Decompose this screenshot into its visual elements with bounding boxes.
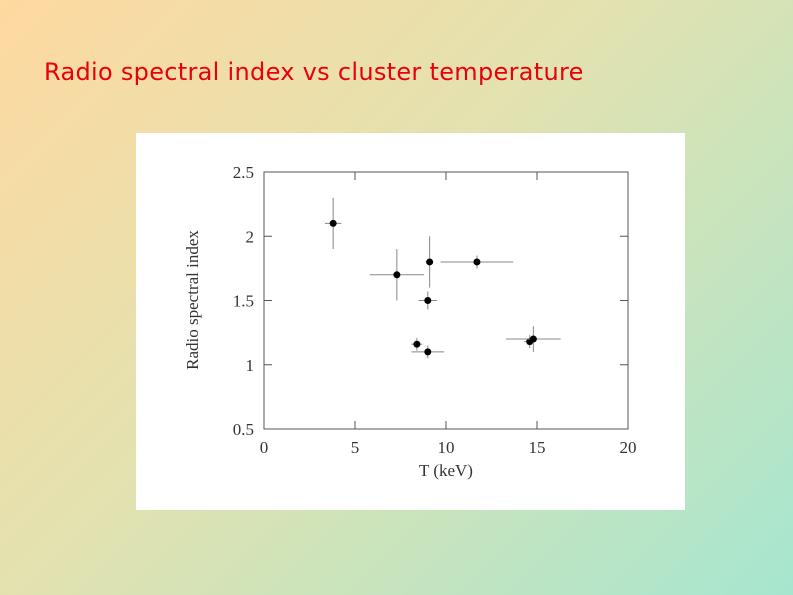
x-axis-label: T (keV): [419, 461, 473, 480]
slide-title: Radio spectral index vs cluster temperat…: [44, 58, 584, 86]
y-tick-label: 1.5: [233, 292, 254, 311]
x-tick-label: 5: [351, 438, 360, 457]
data-point: [424, 348, 432, 356]
data-point: [426, 258, 434, 266]
x-tick-label: 15: [529, 438, 546, 457]
chart: T (keV) Radio spectral index 0 5 10 15 20 0.5…: [136, 133, 685, 510]
x-tick-label: 0: [260, 438, 269, 457]
y-tick-label: 1: [246, 356, 255, 375]
y-tick-label: 2.5: [233, 163, 254, 182]
data-point: [329, 219, 337, 227]
y-axis-label: Radio spectral index: [183, 230, 202, 370]
y-tick-label: 0.5: [233, 420, 254, 439]
data-point: [413, 340, 421, 348]
data-point: [473, 258, 481, 266]
x-tick-label: 20: [620, 438, 637, 457]
data-point: [424, 297, 432, 304]
chart-background: [136, 133, 685, 510]
data-point: [393, 271, 401, 279]
data-point: [529, 335, 537, 343]
x-tick-label: 10: [438, 438, 455, 457]
y-tick-label: 2: [246, 227, 255, 246]
